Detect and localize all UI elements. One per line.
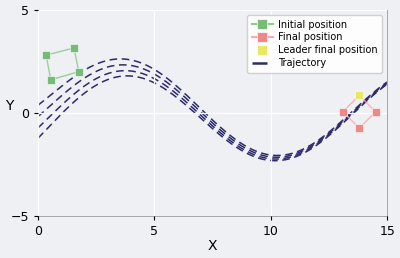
- Y-axis label: Y: Y: [5, 99, 13, 113]
- Legend: Initial position, Final position, Leader final position, Trajectory: Initial position, Final position, Leader…: [247, 15, 382, 73]
- X-axis label: X: X: [208, 239, 217, 253]
